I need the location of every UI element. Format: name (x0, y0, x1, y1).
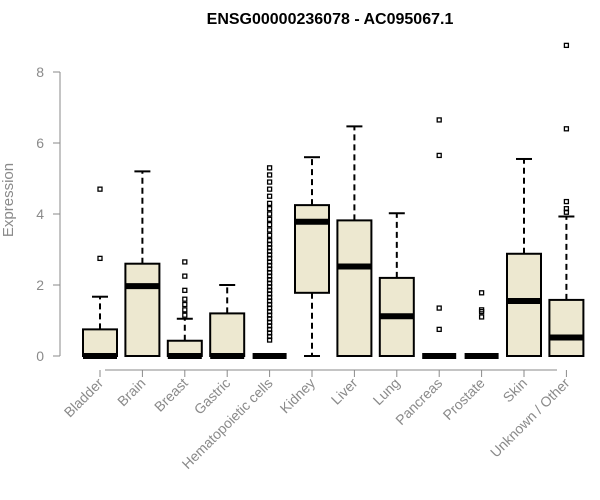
outlier-point (182, 259, 188, 265)
x-tick-label: Lung (370, 375, 403, 408)
box-body (82, 328, 118, 357)
chart-title: ENSG00000236078 - AC095067.1 (207, 11, 454, 28)
outlier-point (266, 237, 273, 244)
x-tick-label: Skin (500, 375, 531, 406)
outlier-point (266, 227, 273, 233)
outlier-point (266, 165, 273, 171)
outlier-point (266, 200, 273, 207)
boxes (82, 42, 585, 359)
y-tick-label: 4 (36, 206, 44, 222)
outlier-point (266, 172, 273, 178)
box-kidney (294, 156, 330, 357)
outlier-point (266, 186, 273, 192)
outlier-point (266, 193, 273, 199)
outlier-point (563, 206, 570, 212)
outlier-point (266, 232, 273, 238)
box-body (336, 219, 373, 357)
y-tick-label: 6 (36, 135, 44, 151)
outlier-point (563, 42, 570, 49)
x-tick-label: Pancreas (392, 375, 445, 428)
outlier-point (436, 152, 442, 159)
box-hematopoietic-cells (252, 165, 287, 359)
y-ticks: 0 2 4 6 8 (36, 64, 60, 364)
y-tick-label: 8 (36, 64, 44, 80)
outlier-point (182, 287, 188, 293)
box-unknown-other (548, 42, 585, 358)
box-skin (506, 157, 542, 357)
box-body (506, 252, 542, 357)
x-tick-label: Brain (114, 375, 148, 409)
x-tick-label: Breast (151, 375, 191, 415)
box-gastric (209, 284, 246, 359)
outlier-point (266, 179, 273, 185)
box-body (548, 298, 585, 358)
outlier-point (182, 301, 188, 308)
box-body (124, 262, 161, 358)
x-tick-label: Bladder (61, 375, 107, 421)
x-tick-label: Liver (328, 375, 361, 408)
outlier-point (436, 305, 442, 311)
box-brain (124, 170, 161, 358)
y-tick-label: 0 (36, 348, 44, 364)
outlier-point (182, 312, 188, 318)
x-tick-label: Prostate (440, 375, 488, 423)
outlier-point (266, 206, 273, 212)
outlier-point (97, 255, 103, 262)
x-tick-label: Unknown / Other (487, 375, 573, 461)
outlier-point (182, 307, 188, 313)
outlier-point (478, 290, 485, 296)
outlier-point (266, 221, 273, 228)
outlier-point (97, 186, 103, 192)
outlier-point (563, 198, 570, 205)
box-bladder (82, 186, 118, 359)
outlier-point (182, 296, 188, 302)
box-pancreas (422, 117, 457, 359)
box-body (209, 312, 246, 357)
y-tick-label: 2 (36, 277, 44, 293)
box-breast (166, 259, 203, 359)
outlier-point (266, 216, 273, 222)
box-prostate (464, 290, 499, 359)
outlier-point (436, 117, 442, 123)
outlier-point (266, 211, 273, 217)
box-liver (336, 125, 373, 357)
outlier-point (182, 273, 188, 279)
box-body (294, 204, 330, 294)
y-axis-label: Expression (0, 163, 17, 237)
box-lung (378, 212, 415, 357)
outlier-point (478, 314, 485, 320)
outlier-point (563, 126, 570, 132)
outlier-point (478, 307, 485, 313)
outlier-point (436, 326, 442, 333)
x-tick-label: Kidney (277, 375, 319, 417)
